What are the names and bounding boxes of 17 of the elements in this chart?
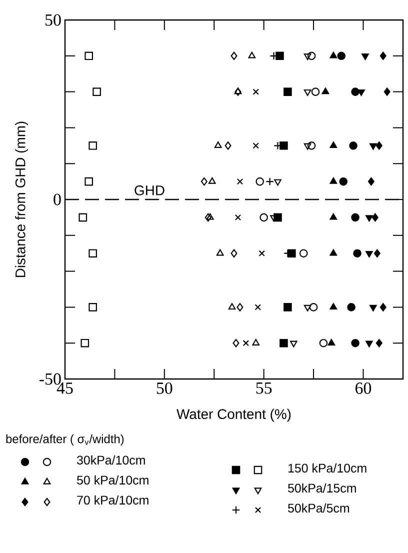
y-tick-label: -50 [40,373,61,385]
ref-line-label: GHD [134,185,164,196]
legend-label: 70 kPa/10cm [77,495,148,505]
x-tick-label: 45 [56,382,73,394]
legend-label: 50 kPa/10cm [77,475,148,485]
x-tick-label: 55 [256,382,272,394]
x-tick-label: 50 [156,382,172,394]
y-tick-label: 0 [54,194,61,206]
x-tick-label: 60 [356,382,372,394]
x-axis-title: Water Content (%) [176,408,291,422]
legend-label: 50kPa/5cm [288,503,349,513]
y-tick-label: 50 [46,14,61,26]
legend-label: 30kPa/10cm [76,455,145,465]
y-axis-title: Distance from GHD (mm) [15,122,28,278]
legend-label: 150 kPa/10cm [288,463,366,473]
legend-label: 50kPa/15cm [288,483,356,493]
legend-title: before/after ( σ$_{v}$/width) [6,434,124,446]
